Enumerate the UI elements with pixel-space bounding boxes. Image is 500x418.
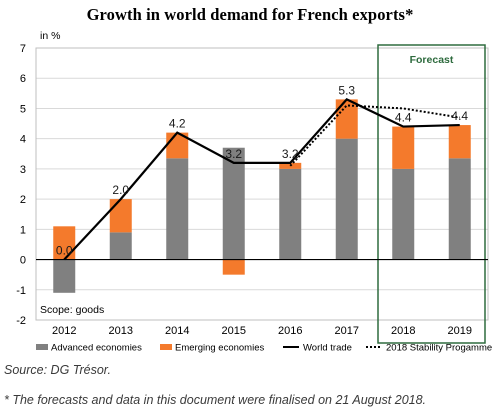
data-label-2019: 4.4	[451, 109, 468, 123]
forecast-box	[377, 44, 486, 344]
data-label-2012: 0.0	[56, 244, 73, 258]
bar-emerging-economies-2012	[53, 226, 76, 260]
y-axis-unit-label: in %	[40, 30, 60, 42]
legend-swatch-advanced-economies	[36, 344, 48, 350]
chart-title: Growth in world demand for French export…	[86, 5, 414, 24]
bar-advanced-economies-2014	[166, 158, 189, 260]
bar-emerging-economies-2017	[335, 99, 358, 139]
bars-layer	[53, 99, 471, 293]
x-tick-labels: 2012 2013 2014 2015 2016 2017 2018 2019	[52, 325, 472, 337]
plot-border	[35, 47, 489, 321]
data-label-2014: 4.2	[169, 117, 186, 131]
y-tick-label: 4	[20, 134, 26, 146]
x-tick-label: 2016	[278, 325, 302, 337]
line-2018-stability-progamme	[289, 104, 460, 167]
x-tick-label: 2013	[109, 325, 133, 337]
bar-advanced-economies-2017	[335, 138, 358, 260]
data-label-2017: 5.3	[338, 83, 355, 97]
bar-advanced-economies-2013	[109, 232, 132, 260]
y-tick-label: 3	[20, 164, 26, 176]
legend-swatch-emerging-economies	[160, 344, 172, 350]
bar-advanced-economies-2019	[448, 158, 471, 260]
y-tick-label: 2	[20, 194, 26, 206]
grid-layer	[35, 47, 489, 321]
data-label-2015: 3.2	[225, 147, 242, 161]
data-label-2016: 3.2	[282, 147, 299, 161]
scope-annotation: Scope: goods	[40, 304, 104, 316]
bar-emerging-economies-2013	[109, 199, 132, 233]
bar-advanced-economies-2012	[53, 259, 76, 293]
x-tick-label: 2017	[335, 325, 359, 337]
legend-label-2018-stability-progamme: 2018 Stability Progamme	[386, 343, 492, 354]
lines-layer	[63, 98, 460, 261]
x-tick-label: 2012	[52, 325, 76, 337]
y-tick-label: 1	[20, 224, 26, 236]
line-world-trade	[63, 98, 460, 261]
y-tick-labels: -2 -1 0 1 2 3 4 5 6 7	[16, 43, 26, 327]
source-note: Source: DG Trésor.	[4, 363, 111, 377]
legend-label-advanced-economies: Advanced economies	[51, 343, 142, 354]
legend-label-world-trade: World trade	[303, 343, 352, 354]
y-tick-label: 6	[20, 73, 26, 85]
legend: Advanced economies Emerging economies Worl…	[36, 343, 492, 354]
footnote: * The forecasts and data in this documen…	[4, 393, 427, 407]
x-tick-label: 2018	[391, 325, 415, 337]
x-tick-label: 2015	[222, 325, 246, 337]
data-label-2018: 4.4	[395, 111, 412, 125]
y-tick-label: 5	[20, 103, 26, 115]
y-tick-label: 0	[20, 255, 26, 267]
legend-label-emerging-economies: Emerging economies	[175, 343, 264, 354]
data-label-2013: 2.0	[112, 183, 129, 197]
bar-advanced-economies-2015	[222, 147, 245, 260]
y-tick-label: 7	[20, 43, 26, 55]
bar-emerging-economies-2015	[222, 259, 245, 275]
bar-advanced-economies-2016	[279, 168, 302, 260]
y-tick-label: -2	[16, 315, 26, 327]
x-tick-label: 2014	[165, 325, 189, 337]
forecast-label: Forecast	[410, 54, 454, 66]
bar-advanced-economies-2018	[392, 168, 415, 260]
data-labels-layer: 0.0 2.0 4.2 3.2 3.2 5.3 4.4 4.4	[56, 83, 469, 257]
bar-emerging-economies-2018	[392, 126, 415, 169]
x-tick-label: 2019	[448, 325, 472, 337]
bar-emerging-economies-2019	[448, 125, 471, 159]
y-tick-label: -1	[16, 285, 26, 297]
